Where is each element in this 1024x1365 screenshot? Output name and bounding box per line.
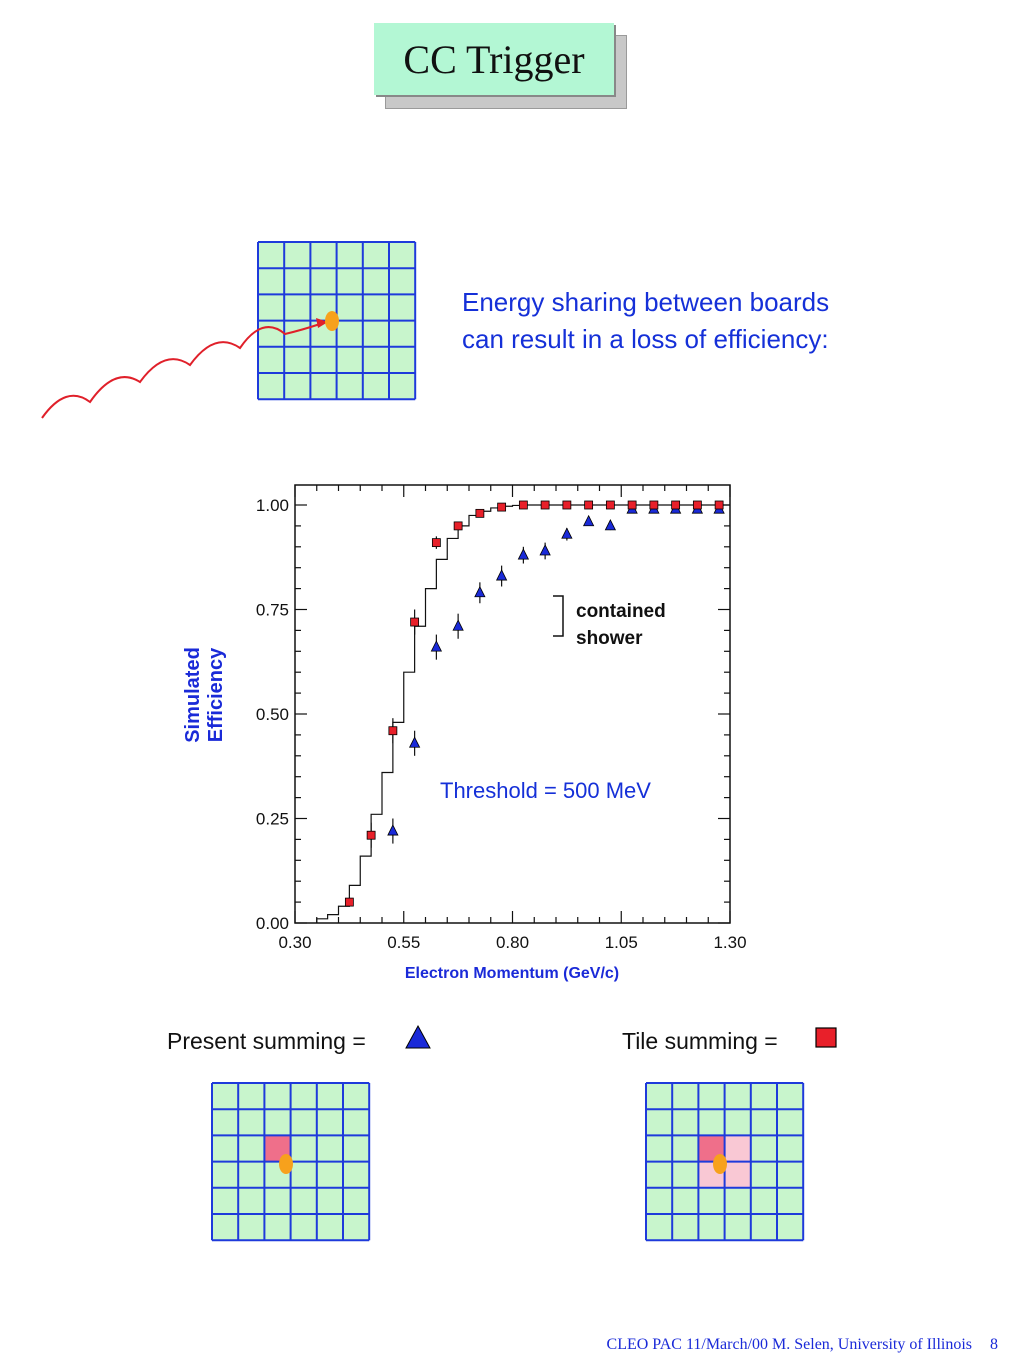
intro-line-1: Energy sharing between boards [462,287,830,317]
tile-summing-point [344,897,354,907]
tile-summing-point [714,500,724,510]
x-tick-label: 1.05 [605,933,638,952]
tile-summing-point [627,500,637,510]
triangle-marker-icon [405,1024,431,1049]
tile-summing-point [475,508,485,518]
y-axis-label-line: Simulated [182,647,204,743]
contained-label-line-1: contained [576,601,666,622]
square-marker-icon [815,1027,837,1048]
present-summing-point [452,619,464,631]
tile-summing-point [649,500,659,510]
contained-legend-bracket [553,595,564,637]
x-axis-label: Electron Momentum (GeV/c) [405,965,619,982]
tile-summing-point [366,830,376,840]
x-tick-label: 0.80 [496,933,529,952]
present-summing-point [495,569,508,581]
footer-credit: CLEO PAC 11/March/00 M. Selen, Universit… [606,1336,972,1353]
x-tick-label: 0.55 [387,933,420,952]
intro-text: Energy sharing between boards can result… [462,284,932,358]
present-summing-point [582,514,595,527]
tile-summing-point [692,500,702,510]
y-tick-label: 0.75 [256,601,289,620]
present-summing-label: Present summing = [167,1028,366,1054]
shower-dot [279,1154,293,1174]
y-axis-label-line: Efficiency [205,647,227,743]
tile-summing-point [605,500,615,510]
y-tick-label: 0.50 [256,705,289,724]
x-tick-label: 0.30 [278,933,311,952]
present-summing-grid [211,1082,371,1242]
shared-cell [724,1135,751,1162]
tile-summing-point [410,617,420,627]
y-tick-label: 1.00 [256,496,289,515]
intro-line-2: can result in a loss of efficiency: [462,324,829,354]
tile-summing-label: Tile summing = [622,1028,778,1054]
tile-summing-point [671,500,681,510]
tile-summing-grid [645,1082,805,1242]
x-tick-label: 1.30 [713,933,746,952]
tile-summing-point [518,500,528,510]
tile-summing-point [562,500,572,510]
page-title: CC Trigger [374,23,614,95]
tile-summing-point [584,500,594,510]
present-summing-point [408,736,421,748]
present-summing-point [430,640,443,652]
tile-summing-point [453,521,463,531]
present-summing-point [604,519,617,531]
shower-dot [713,1154,727,1174]
y-tick-label: 0.00 [256,914,289,933]
present-summing-point [517,548,530,560]
present-summing-point [539,544,551,556]
y-tick-label: 0.25 [256,810,289,829]
present-summing-point [474,585,486,598]
footer: CLEO PAC 11/March/00 M. Selen, Universit… [0,1336,1024,1354]
threshold-annotation: Threshold = 500 MeV [440,778,651,803]
photon-arrowhead [316,318,328,328]
tile-summing-point [540,500,550,510]
contained-shower-line [316,504,730,923]
page-number: 8 [990,1336,998,1353]
shared-cell [724,1161,751,1188]
contained-label-line-2: shower [576,628,643,649]
shower-dot [325,311,339,331]
tile-summing-point [388,726,398,736]
top-illustration [41,241,417,419]
present-summing-point [561,527,573,539]
tile-summing-point [431,538,441,548]
tile-summing-point [497,502,507,512]
efficiency-chart: 0.30 0.55 0.80 1.05 1.30 0.00 0.25 0.50 0.75 1.00… [256,484,747,982]
photon-track [41,323,321,419]
present-summing-point [387,824,399,836]
